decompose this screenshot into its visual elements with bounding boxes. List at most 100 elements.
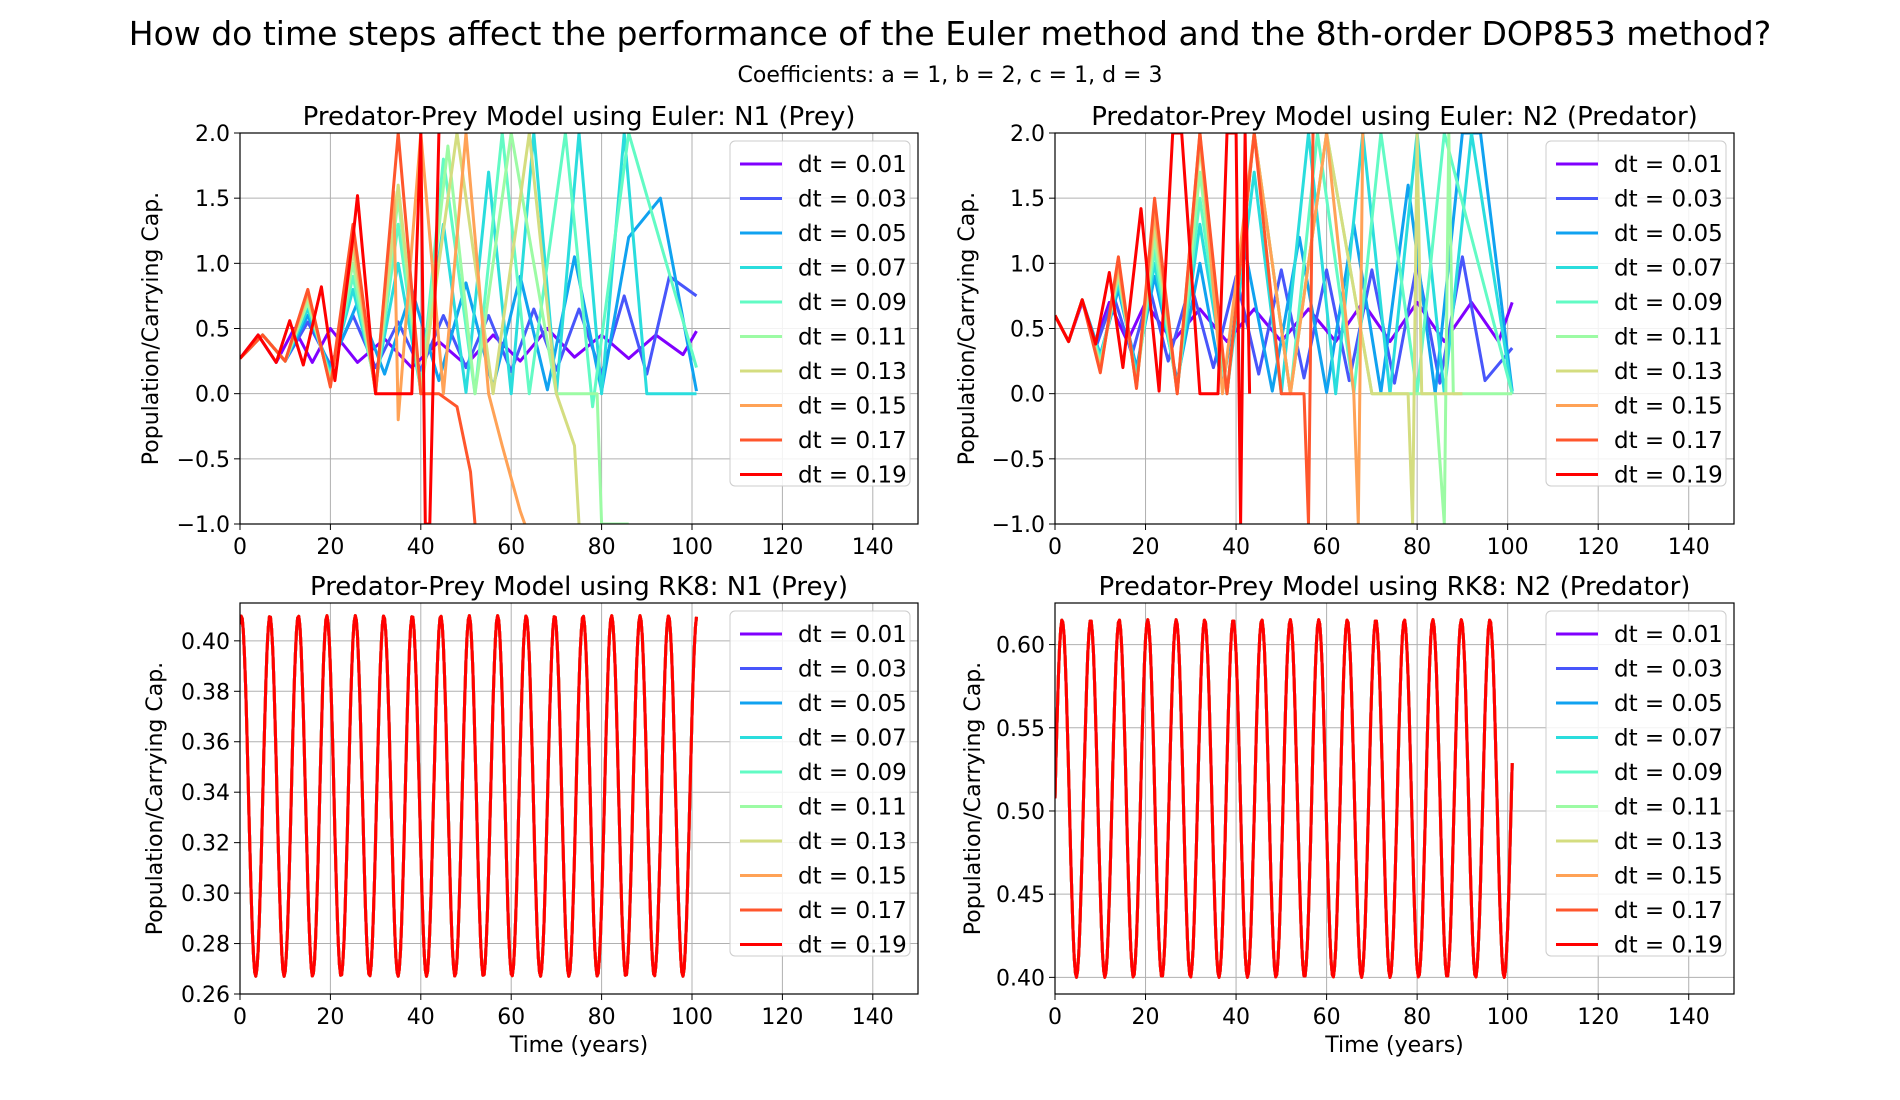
x-tick-label: 0 [233, 1005, 247, 1030]
legend-entry: dt = 0.07 [798, 256, 907, 282]
y-tick-label: 1.0 [195, 252, 230, 277]
legend-entry: dt = 0.19 [798, 933, 907, 959]
x-tick-label: 120 [1577, 1005, 1619, 1030]
axes-frame [1054, 132, 1735, 525]
y-tick-label: 0.45 [996, 883, 1045, 908]
x-axis-label: Time (years) [509, 1033, 649, 1058]
legend-entry: dt = 0.15 [798, 394, 907, 420]
legend-entry: dt = 0.11 [1614, 795, 1723, 821]
x-axis-label: Time (years) [1324, 1033, 1464, 1058]
legend: dt = 0.01 dt = 0.03 dt = 0.05 dt = 0.07 dt =… [1545, 140, 1727, 489]
legend-entry: dt = 0.15 [1614, 394, 1723, 420]
subplot-2: 0 20 40 60 80 100 120 140 −1.0 −0.5 0.0 0.5 1.0 1.5 2.… [955, 102, 1735, 560]
y-tick-label: 0.60 [996, 634, 1045, 659]
y-tick-label: −1.0 [177, 513, 230, 538]
series-group [240, 133, 698, 524]
y-tick-label: 0.0 [195, 383, 230, 408]
y-tick-label: 0.5 [195, 318, 230, 343]
y-axis-label: Population/Carrying Cap. [143, 662, 168, 935]
legend-entry: dt = 0.11 [798, 795, 907, 821]
y-tick-label: 0.40 [996, 966, 1045, 991]
x-tick-label: 0 [233, 535, 247, 560]
y-tick-label: −1.0 [992, 513, 1045, 538]
figure-subtitle: Coefficients: a = 1, b = 2, c = 1, d = 3 [737, 63, 1163, 88]
y-tick-label: 0.30 [181, 882, 230, 907]
y-tick-label: 0.28 [181, 933, 230, 958]
legend-entry: dt = 0.03 [798, 187, 907, 213]
series-line [240, 133, 441, 524]
legend-entry: dt = 0.03 [1614, 657, 1723, 683]
legend-entry: dt = 0.09 [798, 760, 907, 786]
legend-entry: dt = 0.15 [798, 864, 907, 890]
y-tick-label: 0.26 [181, 983, 230, 1008]
x-tick-label: 20 [1132, 1005, 1160, 1030]
x-tick-label: 80 [1403, 1005, 1431, 1030]
legend-frame [729, 140, 911, 487]
x-tick-label: 100 [671, 535, 713, 560]
x-tick-label: 60 [1313, 1005, 1341, 1030]
x-tick-label: 0 [1048, 1005, 1062, 1030]
legend-entry: dt = 0.19 [1614, 463, 1723, 489]
subplot-1: 0 20 40 60 80 100 120 140 −1.0 −0.5 0.0 0.5 1.0 1.5 2.… [139, 102, 919, 560]
y-tick-label: 1.5 [1010, 187, 1045, 212]
x-tick-label: 60 [1313, 535, 1341, 560]
y-axis-label: Population/Carrying Cap. [139, 192, 164, 465]
legend-entry: dt = 0.05 [798, 221, 907, 247]
legend-entry: dt = 0.15 [1614, 864, 1723, 890]
y-tick-label: 0.38 [181, 680, 230, 705]
axes-frame [239, 132, 919, 525]
y-tick-label: 0.32 [181, 832, 230, 857]
legend: dt = 0.01 dt = 0.03 dt = 0.05 dt = 0.07 dt =… [729, 610, 911, 959]
y-tick-label: 1.5 [195, 187, 230, 212]
subplot-title: Predator-Prey Model using Euler: N1 (Pre… [303, 102, 856, 132]
axes-frame [1054, 602, 1735, 995]
x-tick-label: 60 [497, 535, 525, 560]
legend-entry: dt = 0.09 [798, 290, 907, 316]
x-tick-label: 100 [1487, 1005, 1529, 1030]
x-tick-label: 140 [1668, 1005, 1710, 1030]
x-tick-label: 120 [1577, 535, 1619, 560]
x-tick-label: 80 [588, 535, 616, 560]
subplot-title: Predator-Prey Model using Euler: N2 (Pre… [1091, 102, 1698, 132]
legend-entry: dt = 0.07 [1614, 726, 1723, 752]
series-line [1055, 300, 1514, 343]
x-tick-label: 40 [407, 1005, 435, 1030]
legend-entry: dt = 0.13 [1614, 829, 1723, 855]
x-tick-label: 120 [761, 535, 803, 560]
legend-frame [1545, 140, 1727, 487]
x-tick-label: 140 [1668, 535, 1710, 560]
x-tick-label: 100 [1487, 535, 1529, 560]
y-tick-label: 0.55 [996, 717, 1045, 742]
legend-entry: dt = 0.05 [1614, 221, 1723, 247]
legend-entry: dt = 0.17 [798, 898, 907, 924]
y-tick-label: 0.36 [181, 731, 230, 756]
subplot-title: Predator-Prey Model using RK8: N2 (Preda… [1099, 572, 1691, 602]
series-line [240, 196, 698, 393]
legend-entry: dt = 0.01 [798, 152, 907, 178]
legend-entry: dt = 0.07 [1614, 256, 1723, 282]
y-tick-label: 2.0 [1010, 122, 1045, 147]
series-line [240, 614, 698, 978]
x-tick-label: 100 [671, 1005, 713, 1030]
legend-entry: dt = 0.13 [1614, 359, 1723, 385]
legend-entry: dt = 0.19 [798, 463, 907, 489]
y-tick-label: 0.40 [181, 630, 230, 655]
legend-entry: dt = 0.07 [798, 726, 907, 752]
subplot-3: 0 20 40 60 80 100 120 140 0.26 0.28 0.30 0.32 0.34 0.… [143, 572, 919, 1058]
y-tick-label: 0.5 [1010, 318, 1045, 343]
x-tick-label: 20 [316, 1005, 344, 1030]
y-tick-label: 0.50 [996, 800, 1045, 825]
legend-entry: dt = 0.09 [1614, 290, 1723, 316]
subplot-title: Predator-Prey Model using RK8: N1 (Prey) [310, 572, 848, 602]
legend-entry: dt = 0.03 [1614, 187, 1723, 213]
series-group [1055, 133, 1514, 524]
x-tick-label: 40 [407, 535, 435, 560]
series-group [1055, 618, 1514, 979]
legend-entry: dt = 0.13 [798, 359, 907, 385]
x-tick-label: 60 [497, 1005, 525, 1030]
legend-entry: dt = 0.01 [1614, 622, 1723, 648]
legend-entry: dt = 0.09 [1614, 760, 1723, 786]
legend-entry: dt = 0.05 [1614, 691, 1723, 717]
y-tick-label: 0.0 [1010, 383, 1045, 408]
